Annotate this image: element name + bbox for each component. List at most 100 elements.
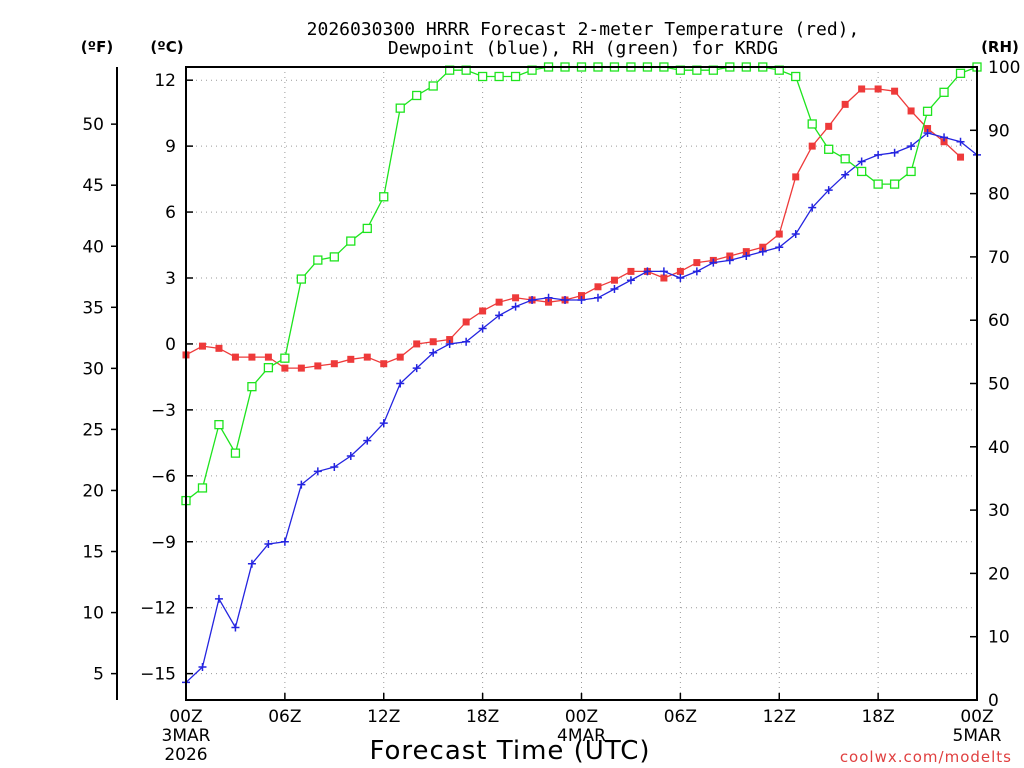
data-point	[924, 125, 932, 133]
data-point	[906, 166, 916, 177]
data-point	[626, 276, 635, 285]
series-line	[185, 88, 961, 369]
celsius-tick-label: 6	[165, 203, 176, 223]
data-point	[445, 339, 454, 348]
data-point	[841, 170, 850, 179]
data-point	[230, 448, 241, 458]
rh-tick-label: 40	[988, 438, 1010, 458]
data-point	[380, 360, 388, 368]
data-point	[693, 259, 701, 267]
data-point	[313, 467, 322, 476]
data-point	[692, 267, 701, 276]
data-point	[578, 292, 585, 300]
data-point	[478, 324, 487, 333]
time-tick-label: 06Z	[664, 707, 697, 727]
data-point	[248, 353, 256, 361]
data-point	[841, 100, 849, 108]
data-point	[495, 298, 503, 306]
data-point	[873, 179, 883, 189]
data-point	[297, 364, 305, 372]
data-point	[593, 293, 602, 302]
celsius-tick-label: 3	[165, 269, 176, 289]
data-point	[494, 71, 504, 82]
data-point	[627, 267, 635, 275]
fahrenheit-tick-label: 15	[82, 543, 104, 563]
series-dewpoint	[182, 128, 981, 687]
data-point	[857, 157, 866, 166]
data-point	[510, 71, 521, 82]
celsius-tick-label: −3	[151, 401, 176, 421]
chart-subtitle: Dewpoint (blue), RH (green) for KRDG	[388, 38, 778, 59]
time-tick-label: 12Z	[367, 707, 400, 727]
data-point	[545, 298, 553, 306]
data-point	[775, 230, 783, 238]
gridlines	[186, 67, 977, 700]
data-point	[215, 344, 223, 352]
data-point	[610, 276, 618, 284]
rh-unit-label: (RH)	[981, 38, 1019, 56]
data-point	[263, 363, 274, 373]
data-point	[197, 483, 208, 493]
data-point	[347, 355, 355, 363]
data-point	[379, 192, 389, 202]
data-point	[330, 360, 338, 368]
celsius-axis: 12 9 6 3 0 −3 −6 −9 −12 −15	[140, 71, 193, 685]
data-point	[808, 142, 816, 150]
data-point	[610, 284, 619, 293]
time-tick-label: 06Z	[268, 707, 301, 727]
data-point	[561, 295, 570, 304]
data-point	[725, 256, 734, 265]
data-point	[874, 150, 883, 159]
data-point	[329, 252, 339, 262]
chart-title: 2026030300 HRRR Forecast 2-meter Tempera…	[307, 19, 860, 40]
celsius-tick-label: −15	[140, 665, 176, 685]
time-tick-label: 00Z	[169, 707, 202, 727]
data-point	[428, 81, 438, 91]
data-point	[247, 559, 256, 568]
data-point	[544, 293, 553, 302]
data-point	[742, 252, 751, 261]
data-point	[955, 68, 966, 78]
data-point	[791, 230, 800, 239]
fahrenheit-tick-label: 25	[82, 420, 104, 440]
data-point	[874, 85, 882, 93]
data-point	[264, 539, 273, 548]
celsius-tick-label: 0	[165, 335, 176, 355]
data-point	[807, 119, 817, 129]
celsius-unit-label: (ºC)	[150, 38, 183, 56]
data-point	[429, 348, 438, 357]
data-point	[528, 295, 537, 304]
fahrenheit-tick-label: 50	[82, 115, 104, 135]
data-point	[413, 340, 421, 348]
data-point	[922, 106, 933, 116]
data-point	[659, 267, 668, 276]
data-point	[660, 274, 668, 282]
rh-tick-label: 50	[988, 375, 1010, 395]
data-point	[792, 173, 800, 181]
rh-tick-label: 60	[988, 311, 1010, 331]
fahrenheit-tick-label: 10	[82, 604, 104, 624]
data-point	[280, 537, 289, 546]
data-point	[396, 353, 404, 361]
time-tick-label: 18Z	[466, 707, 499, 727]
data-point	[412, 90, 422, 101]
data-point	[280, 353, 290, 363]
time-tick-label: 18Z	[861, 707, 894, 727]
celsius-tick-label: 12	[154, 71, 176, 91]
time-date-label: 3MAR	[162, 726, 211, 746]
time-tick-label: 00Z	[960, 707, 993, 727]
data-point	[856, 166, 867, 177]
fahrenheit-tick-label: 20	[82, 481, 104, 501]
data-point	[214, 594, 223, 603]
data-point	[577, 295, 586, 304]
data-point	[363, 436, 372, 445]
celsius-tick-label: −9	[151, 533, 176, 553]
data-point	[214, 419, 224, 430]
data-point	[643, 267, 652, 276]
rh-tick-label: 0	[988, 691, 999, 711]
data-point	[594, 283, 602, 291]
data-point	[940, 138, 948, 146]
time-year-label: 2026	[164, 745, 207, 765]
data-point	[313, 255, 323, 265]
